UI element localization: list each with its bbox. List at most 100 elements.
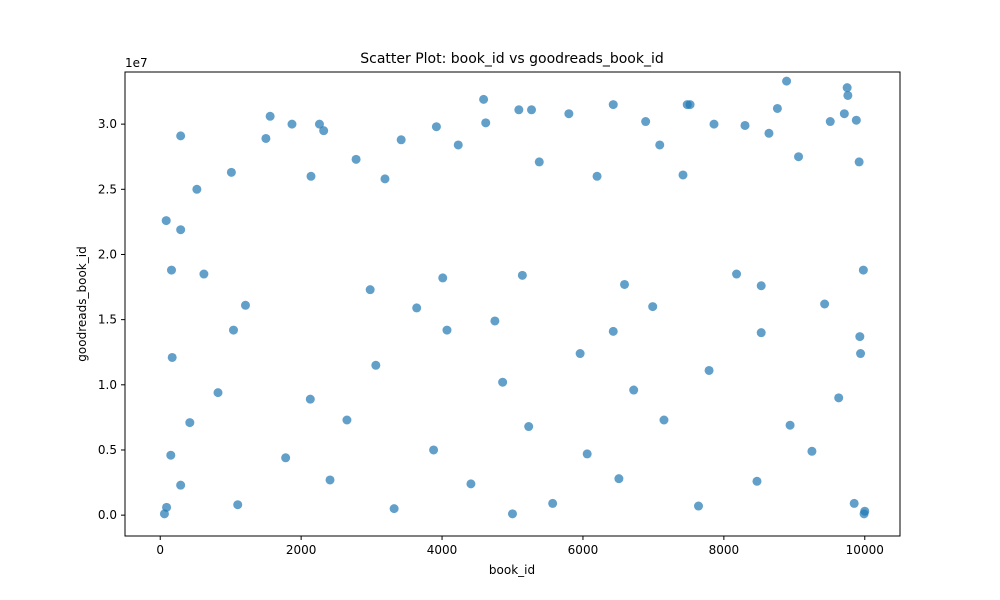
data-point — [161, 216, 171, 226]
data-point — [166, 450, 176, 460]
data-point — [429, 445, 439, 455]
data-point — [524, 422, 534, 432]
data-point — [764, 128, 774, 138]
data-point — [807, 446, 817, 456]
data-point — [527, 105, 537, 115]
data-point — [849, 498, 859, 508]
data-point — [261, 133, 271, 143]
data-points-group — [159, 76, 870, 519]
data-point — [582, 449, 592, 459]
x-tick-label: 6000 — [568, 543, 599, 557]
data-point — [281, 453, 291, 463]
data-point — [856, 349, 866, 359]
data-point — [453, 140, 463, 150]
data-point — [490, 316, 500, 326]
data-point — [620, 279, 630, 289]
data-point — [641, 117, 651, 127]
data-point — [213, 388, 223, 398]
x-tick-label: 4000 — [427, 543, 458, 557]
x-tick-label: 10000 — [846, 543, 884, 557]
data-point — [534, 157, 544, 167]
data-point — [396, 135, 406, 145]
data-point — [305, 394, 315, 404]
data-point — [785, 420, 795, 430]
data-point — [794, 152, 804, 162]
y-tick-label: 0.0 — [98, 508, 117, 522]
data-point — [756, 281, 766, 291]
data-point — [342, 415, 352, 425]
data-point — [608, 100, 618, 110]
data-point — [176, 131, 186, 141]
chart-title: Scatter Plot: book_id vs goodreads_book_… — [360, 51, 664, 67]
data-point — [854, 157, 864, 167]
data-point — [514, 105, 524, 115]
y-tick-label: 1.5 — [98, 313, 117, 327]
data-point — [659, 415, 669, 425]
data-point — [167, 265, 176, 275]
data-point — [389, 504, 399, 514]
data-point — [306, 171, 316, 181]
data-point — [834, 393, 844, 403]
y-tick-label: 2.5 — [98, 182, 117, 196]
data-point — [704, 365, 714, 375]
plot-frame — [124, 71, 901, 537]
data-point — [655, 140, 665, 150]
data-point — [167, 352, 177, 362]
data-point — [858, 265, 868, 275]
data-point — [740, 120, 750, 130]
y-axis: 0.0 0.5 1.0 1.5 2.0 2.5 3.0 — [98, 117, 125, 522]
data-point — [752, 476, 762, 486]
data-point — [782, 76, 792, 86]
x-axis: 0 2000 4000 6000 8000 10000 — [156, 536, 884, 557]
data-point — [694, 501, 703, 511]
data-point — [176, 225, 186, 235]
data-point — [185, 418, 195, 428]
x-axis-label: book_id — [489, 563, 535, 577]
data-point — [314, 119, 324, 129]
data-point — [240, 300, 250, 310]
y-tick-label: 2.0 — [98, 247, 117, 261]
data-point — [772, 103, 782, 113]
data-point — [325, 475, 335, 485]
data-point — [159, 509, 169, 519]
data-point — [466, 479, 476, 489]
data-point — [226, 167, 236, 177]
data-point — [709, 119, 719, 129]
y-offset-text: 1e7 — [125, 56, 148, 70]
data-point — [371, 360, 381, 370]
x-tick-label: 0 — [156, 543, 164, 557]
data-point — [825, 117, 835, 127]
data-point — [481, 118, 491, 128]
data-point — [199, 269, 209, 279]
x-tick-label: 2000 — [286, 543, 317, 557]
data-point — [442, 325, 452, 335]
y-tick-label: 1.0 — [98, 378, 117, 392]
data-point — [438, 273, 448, 283]
x-tick-label: 8000 — [709, 543, 740, 557]
data-point — [859, 509, 869, 519]
data-point — [319, 126, 329, 136]
data-point — [851, 115, 861, 125]
y-tick-label: 0.5 — [98, 443, 117, 457]
data-point — [517, 270, 527, 280]
data-point — [287, 119, 297, 129]
data-point — [685, 100, 695, 110]
data-point — [176, 480, 186, 490]
data-point — [648, 302, 658, 312]
data-point — [192, 184, 202, 194]
data-point — [548, 498, 558, 508]
y-tick-label: 3.0 — [98, 117, 117, 131]
data-point — [498, 377, 508, 387]
data-point — [843, 90, 853, 100]
data-point — [431, 122, 441, 132]
data-point — [756, 328, 766, 338]
data-point — [365, 285, 375, 295]
data-point — [839, 109, 849, 119]
data-point — [265, 111, 275, 121]
data-point — [614, 474, 624, 484]
data-point — [575, 349, 585, 359]
data-point — [820, 299, 830, 309]
data-point — [592, 171, 602, 181]
